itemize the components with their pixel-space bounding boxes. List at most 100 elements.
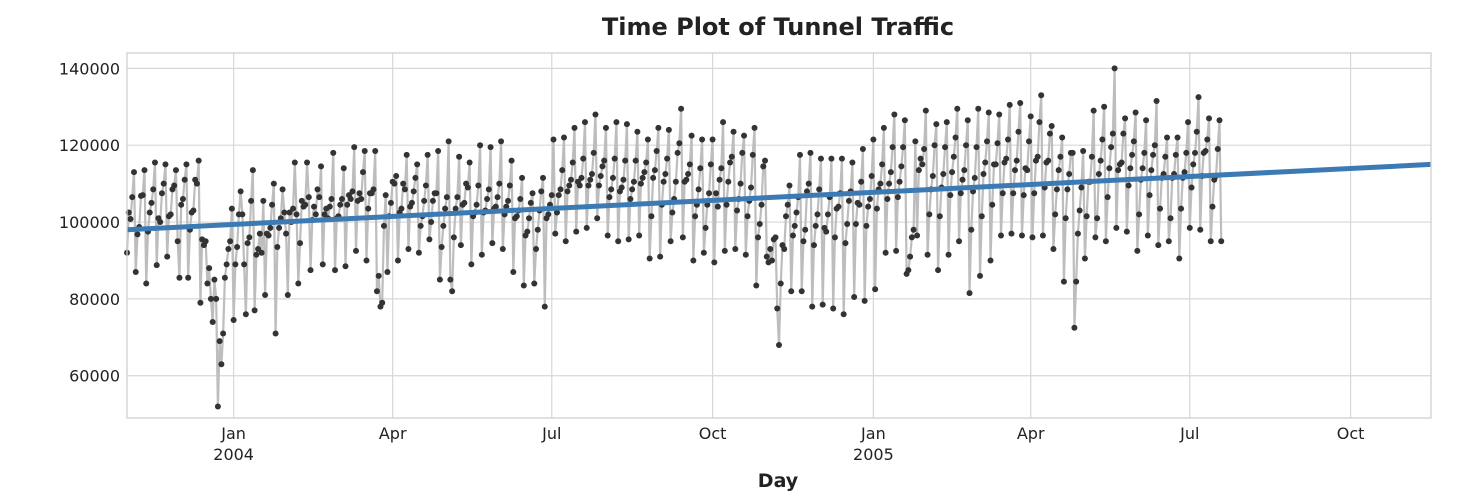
data-point bbox=[1104, 194, 1111, 201]
data-point bbox=[538, 188, 545, 195]
data-point bbox=[533, 245, 540, 252]
data-point bbox=[997, 232, 1004, 239]
data-point bbox=[557, 186, 564, 193]
data-point bbox=[328, 196, 335, 202]
data-point bbox=[613, 119, 620, 126]
data-point bbox=[216, 338, 223, 345]
data-point bbox=[720, 119, 727, 126]
data-point bbox=[298, 197, 305, 204]
data-point bbox=[312, 211, 319, 218]
data-point bbox=[339, 196, 345, 202]
x-tick-label: Apr bbox=[379, 424, 407, 443]
data-point bbox=[291, 159, 298, 166]
data-point bbox=[786, 182, 793, 189]
data-point bbox=[561, 134, 567, 141]
data-point bbox=[1136, 211, 1143, 218]
data-point bbox=[727, 159, 734, 166]
data-point bbox=[683, 176, 690, 183]
data-point bbox=[160, 180, 167, 187]
data-point bbox=[830, 305, 837, 312]
data-point bbox=[365, 205, 372, 212]
data-point bbox=[1134, 247, 1141, 254]
data-point bbox=[429, 197, 436, 204]
data-point bbox=[1111, 65, 1118, 72]
data-point bbox=[340, 165, 347, 172]
data-point bbox=[999, 190, 1006, 197]
data-point bbox=[372, 147, 379, 154]
data-point bbox=[1176, 255, 1183, 262]
data-point bbox=[578, 174, 585, 181]
data-point bbox=[992, 161, 999, 168]
data-point bbox=[734, 207, 741, 214]
data-point bbox=[933, 121, 940, 128]
data-point bbox=[1013, 157, 1020, 164]
data-point bbox=[1102, 238, 1109, 245]
data-point bbox=[819, 301, 826, 308]
data-point bbox=[454, 194, 461, 201]
data-point bbox=[788, 288, 795, 295]
data-point bbox=[1064, 186, 1071, 193]
data-point bbox=[361, 147, 368, 154]
data-point bbox=[1202, 147, 1209, 154]
data-point bbox=[699, 136, 706, 143]
data-point bbox=[989, 201, 996, 208]
data-point bbox=[211, 276, 218, 283]
data-point bbox=[674, 149, 681, 156]
y-tick-label: 60000 bbox=[69, 367, 120, 386]
data-point bbox=[685, 171, 692, 178]
data-point bbox=[665, 126, 672, 133]
data-point bbox=[835, 203, 842, 210]
data-point bbox=[1118, 159, 1125, 166]
data-point bbox=[595, 182, 602, 189]
data-point bbox=[139, 192, 146, 199]
data-point bbox=[545, 211, 552, 218]
data-point bbox=[769, 257, 776, 264]
data-point bbox=[744, 213, 751, 220]
data-point bbox=[840, 311, 847, 318]
data-point bbox=[672, 178, 679, 185]
data-point bbox=[290, 205, 297, 212]
data-point bbox=[248, 197, 255, 204]
data-point bbox=[648, 213, 655, 220]
data-point bbox=[319, 261, 326, 268]
data-point bbox=[1150, 151, 1157, 158]
data-point bbox=[908, 234, 915, 241]
series-points bbox=[124, 65, 1225, 410]
data-point bbox=[1053, 186, 1060, 193]
data-point bbox=[919, 161, 926, 168]
data-point bbox=[803, 188, 810, 195]
data-point bbox=[966, 290, 973, 297]
y-tick-label: 80000 bbox=[69, 290, 120, 309]
data-point bbox=[749, 151, 756, 158]
data-point bbox=[587, 176, 594, 183]
data-point bbox=[851, 293, 858, 300]
data-point bbox=[171, 182, 178, 189]
data-point bbox=[218, 361, 225, 368]
data-point bbox=[742, 251, 749, 258]
data-point bbox=[1153, 98, 1160, 105]
data-point bbox=[412, 174, 419, 181]
data-point bbox=[886, 180, 893, 187]
data-point bbox=[1106, 165, 1113, 172]
data-point bbox=[615, 238, 622, 245]
data-point bbox=[873, 205, 880, 212]
data-point bbox=[143, 280, 150, 287]
data-point bbox=[887, 169, 894, 176]
data-point bbox=[844, 220, 851, 227]
data-point bbox=[167, 211, 174, 218]
data-point bbox=[1192, 149, 1199, 156]
data-point bbox=[197, 299, 204, 306]
data-point bbox=[241, 261, 248, 268]
data-point bbox=[650, 174, 657, 181]
data-point bbox=[256, 230, 263, 237]
data-point bbox=[232, 261, 239, 268]
data-point bbox=[639, 174, 646, 181]
data-point bbox=[552, 230, 559, 237]
data-point bbox=[1083, 213, 1090, 220]
data-point bbox=[865, 203, 872, 210]
data-point bbox=[910, 226, 917, 233]
data-point bbox=[620, 176, 627, 183]
data-point bbox=[994, 140, 1001, 147]
data-point bbox=[1038, 92, 1045, 99]
data-point bbox=[807, 149, 814, 156]
